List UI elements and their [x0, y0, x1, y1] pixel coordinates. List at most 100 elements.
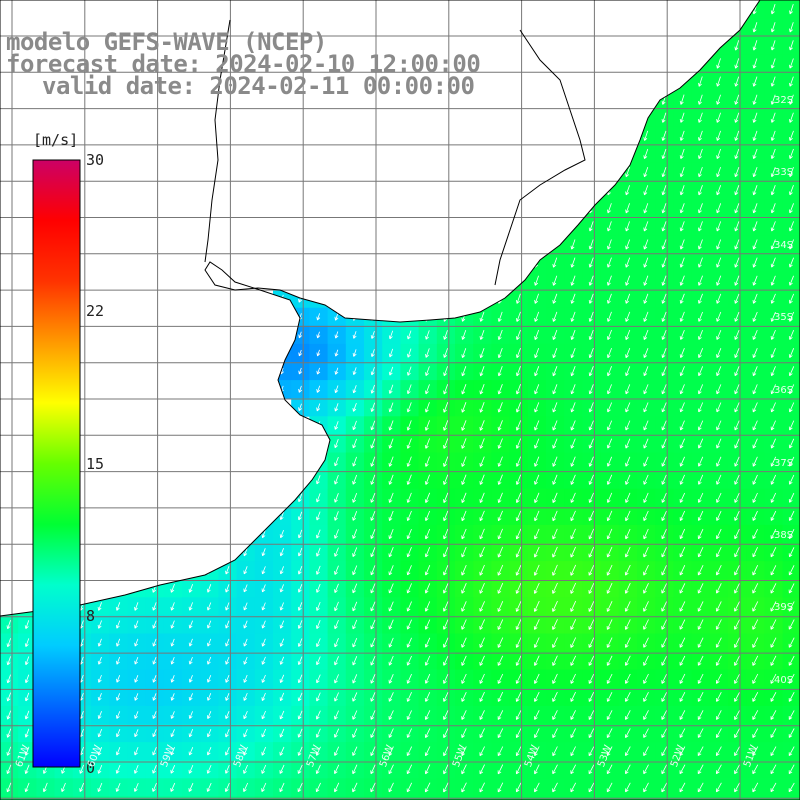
wind-arrow	[461, 510, 467, 522]
wind-arrow	[424, 782, 431, 793]
wind-arrow	[206, 602, 212, 611]
wind-arrow	[570, 655, 577, 666]
wind-arrow	[625, 710, 631, 720]
wind-arrow	[625, 366, 631, 377]
wind-arrow	[207, 675, 212, 683]
wind-arrow	[424, 420, 430, 431]
wind-arrow	[788, 492, 795, 503]
wind-arrow	[716, 293, 722, 304]
country-border	[204, 19, 586, 286]
wind-arrow	[134, 656, 139, 665]
wind-arrow	[716, 130, 721, 141]
wind-arrow	[552, 746, 558, 757]
wind-arrow	[298, 367, 303, 375]
wind-arrow	[134, 729, 139, 738]
wind-arrow	[334, 438, 339, 449]
wind-arrow	[352, 692, 358, 702]
wind-arrow	[24, 620, 30, 629]
wind-arrow	[679, 492, 686, 503]
wind-arrow	[406, 746, 413, 757]
wind-arrow	[789, 166, 794, 178]
wind-arrow	[334, 456, 339, 467]
wind-arrow	[461, 637, 467, 648]
wind-arrow	[770, 619, 777, 630]
wind-arrow	[461, 492, 467, 504]
wind-arrow	[770, 583, 777, 594]
wind-arrow	[115, 782, 121, 792]
wind-arrow	[697, 637, 704, 648]
wind-arrow	[588, 438, 594, 449]
wind-arrow	[752, 112, 758, 123]
wind-arrow	[207, 693, 212, 701]
wind-arrow	[697, 601, 704, 612]
wind-arrow	[697, 764, 704, 775]
wind-arrow	[170, 602, 175, 611]
wind-arrow	[534, 329, 540, 340]
wind-arrow	[316, 349, 321, 357]
wind-arrow	[661, 510, 667, 522]
wind-arrow	[479, 402, 485, 413]
wind-arrow	[188, 693, 193, 701]
wind-arrow	[225, 566, 230, 575]
wind-arrow	[116, 729, 121, 738]
wind-arrow	[697, 528, 704, 540]
wind-arrow	[515, 384, 521, 395]
lat-label-37s: 37S	[774, 458, 794, 469]
wind-arrow	[370, 728, 376, 738]
wind-arrow	[643, 782, 649, 793]
wind-arrow	[607, 402, 613, 413]
wind-arrow	[443, 366, 448, 377]
colorbar-tick-0: 0	[86, 759, 96, 777]
wind-arrow	[316, 547, 321, 557]
wind-arrow	[570, 257, 576, 268]
wind-arrow	[625, 782, 631, 793]
wind-arrow	[679, 329, 685, 340]
wind-arrow	[225, 764, 230, 774]
wind-arrow	[534, 655, 540, 666]
wind-arrow	[316, 385, 321, 393]
wind-arrow	[134, 711, 139, 719]
wind-arrow	[679, 311, 685, 322]
wind-arrow	[352, 710, 358, 720]
wind-arrow	[588, 619, 595, 630]
wind-arrow	[552, 384, 558, 395]
wind-arrow	[206, 764, 212, 774]
wind-arrow	[298, 331, 303, 339]
land-area	[0, 0, 760, 616]
wind-arrow	[770, 130, 776, 141]
wind-arrow	[6, 674, 11, 684]
wind-arrow	[406, 583, 412, 594]
wind-arrow	[515, 456, 522, 467]
wind-arrow	[661, 203, 667, 214]
wind-arrow	[770, 673, 777, 684]
wind-arrow	[552, 311, 558, 322]
wind-arrow	[552, 474, 558, 485]
wind-arrow	[443, 420, 449, 431]
wind-arrow	[661, 348, 667, 359]
wind-arrow	[697, 420, 704, 431]
wind-arrow	[752, 619, 759, 630]
wind-arrow	[643, 528, 649, 540]
wind-arrow	[698, 185, 703, 196]
wind-arrow	[625, 764, 631, 775]
wind-arrow	[170, 583, 175, 593]
wind-arrow	[316, 565, 321, 575]
wind-arrow	[534, 728, 540, 739]
wind-arrow	[661, 148, 667, 159]
wind-arrow	[443, 546, 449, 558]
wind-arrow	[625, 474, 631, 485]
wind-arrow	[606, 710, 613, 720]
wind-arrow	[770, 565, 777, 576]
wind-arrow	[261, 782, 267, 793]
wind-arrow	[424, 746, 431, 757]
wind-arrow	[788, 746, 795, 757]
wind-arrow	[606, 438, 613, 449]
wind-arrow	[752, 474, 758, 485]
wind-arrow	[461, 564, 467, 576]
wind-arrow	[716, 366, 722, 377]
wind-arrow	[334, 583, 339, 594]
wind-arrow	[716, 782, 722, 793]
wind-arrow	[24, 746, 30, 756]
wind-arrow	[734, 311, 740, 322]
wind-arrow	[443, 474, 449, 485]
